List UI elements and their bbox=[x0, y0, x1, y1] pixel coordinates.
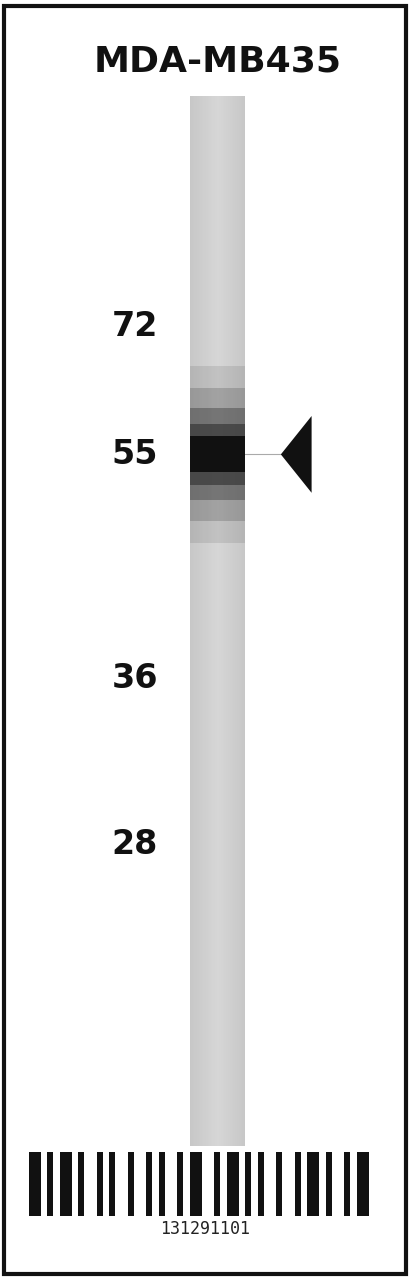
Bar bbox=[204, 96, 205, 1146]
Bar bbox=[343, 1152, 350, 1216]
Bar bbox=[231, 96, 232, 1146]
Bar bbox=[306, 1152, 319, 1216]
Bar bbox=[225, 96, 226, 1146]
Bar bbox=[212, 96, 213, 1146]
Bar bbox=[215, 96, 216, 1146]
Bar bbox=[189, 388, 245, 521]
Bar bbox=[226, 96, 227, 1146]
Bar bbox=[206, 96, 207, 1146]
Bar bbox=[219, 96, 220, 1146]
Bar bbox=[197, 96, 198, 1146]
Bar bbox=[241, 96, 242, 1146]
Bar bbox=[192, 96, 193, 1146]
Bar bbox=[216, 96, 217, 1146]
Bar bbox=[189, 96, 190, 1146]
Polygon shape bbox=[280, 416, 311, 493]
Bar bbox=[199, 96, 200, 1146]
Bar bbox=[245, 1152, 251, 1216]
Bar bbox=[208, 96, 209, 1146]
Text: MDA-MB435: MDA-MB435 bbox=[93, 45, 340, 78]
Bar bbox=[214, 96, 215, 1146]
Bar bbox=[243, 96, 244, 1146]
Bar bbox=[29, 1152, 41, 1216]
Bar bbox=[235, 96, 236, 1146]
Bar bbox=[234, 96, 235, 1146]
Bar bbox=[220, 96, 221, 1146]
Bar bbox=[224, 96, 225, 1146]
Text: 131291101: 131291101 bbox=[160, 1220, 249, 1238]
Bar bbox=[233, 96, 234, 1146]
Bar bbox=[78, 1152, 84, 1216]
Bar bbox=[97, 1152, 103, 1216]
Bar bbox=[194, 96, 195, 1146]
Bar bbox=[203, 96, 204, 1146]
Bar bbox=[47, 1152, 53, 1216]
Bar bbox=[257, 1152, 263, 1216]
Bar bbox=[230, 96, 231, 1146]
Text: 36: 36 bbox=[111, 662, 157, 695]
Bar bbox=[202, 96, 203, 1146]
Bar bbox=[229, 96, 230, 1146]
Bar bbox=[127, 1152, 133, 1216]
Text: 72: 72 bbox=[111, 310, 157, 343]
Bar bbox=[210, 96, 211, 1146]
Bar bbox=[244, 96, 245, 1146]
Bar bbox=[207, 96, 208, 1146]
Bar bbox=[239, 96, 240, 1146]
Bar bbox=[189, 1152, 201, 1216]
Bar bbox=[193, 96, 194, 1146]
Bar bbox=[158, 1152, 164, 1216]
Bar bbox=[189, 366, 245, 543]
Bar bbox=[200, 96, 201, 1146]
Bar bbox=[189, 424, 245, 485]
Bar bbox=[276, 1152, 282, 1216]
Bar bbox=[213, 96, 214, 1146]
Bar bbox=[237, 96, 238, 1146]
Bar bbox=[222, 96, 223, 1146]
Bar bbox=[211, 96, 212, 1146]
Bar bbox=[189, 408, 245, 500]
Bar bbox=[109, 1152, 115, 1216]
Bar bbox=[294, 1152, 300, 1216]
Bar bbox=[217, 96, 218, 1146]
Bar bbox=[201, 96, 202, 1146]
Bar bbox=[356, 1152, 368, 1216]
Bar bbox=[228, 96, 229, 1146]
Bar bbox=[238, 96, 239, 1146]
Bar bbox=[189, 436, 245, 472]
Bar bbox=[232, 96, 233, 1146]
Bar bbox=[240, 96, 241, 1146]
Bar bbox=[227, 96, 228, 1146]
Bar bbox=[205, 96, 206, 1146]
Text: 28: 28 bbox=[111, 828, 157, 861]
Bar bbox=[236, 96, 237, 1146]
Bar bbox=[325, 1152, 331, 1216]
Bar bbox=[242, 96, 243, 1146]
Bar bbox=[209, 96, 210, 1146]
Bar bbox=[191, 96, 192, 1146]
Bar bbox=[218, 96, 219, 1146]
Bar bbox=[214, 1152, 220, 1216]
Bar bbox=[196, 96, 197, 1146]
Bar bbox=[226, 1152, 238, 1216]
Text: 55: 55 bbox=[111, 438, 157, 471]
Bar bbox=[190, 96, 191, 1146]
Bar bbox=[177, 1152, 183, 1216]
Bar bbox=[198, 96, 199, 1146]
Bar bbox=[223, 96, 224, 1146]
Bar bbox=[195, 96, 196, 1146]
Bar bbox=[146, 1152, 152, 1216]
Bar bbox=[221, 96, 222, 1146]
Bar bbox=[59, 1152, 72, 1216]
